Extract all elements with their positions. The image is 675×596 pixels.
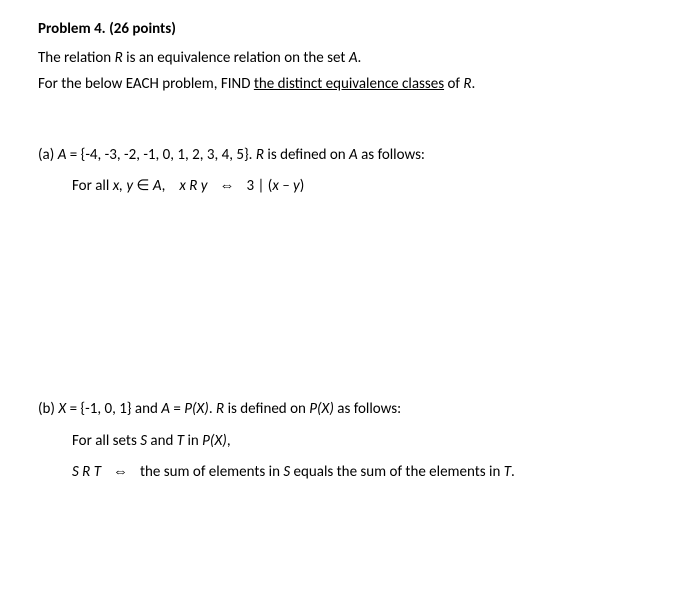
text: is defined on: [224, 400, 309, 418]
text: ,: [227, 432, 231, 450]
var-px: P(X): [184, 400, 209, 418]
relation: S R T: [72, 463, 101, 481]
text: is an equivalence relation on the set: [123, 49, 349, 67]
text: ,: [162, 177, 166, 195]
text: For the below EACH problem, FIND: [38, 75, 254, 93]
var-r: R: [216, 400, 224, 418]
element-of: ∈: [133, 177, 153, 195]
part-a-header: (a) A = {-4, -3, -2, -1, 0, 1, 2, 3, 4, …: [38, 144, 637, 167]
var-r: R: [115, 49, 123, 67]
underlined-text: the distinct equivalence classes: [254, 75, 444, 93]
label: (a): [38, 146, 58, 164]
intro-line-1: The relation R is an equivalence relatio…: [38, 47, 637, 70]
part-b-line3: S R T⇔the sum of elements in S equals th…: [38, 461, 637, 484]
text: and: [147, 432, 177, 450]
text: = {-4, -3, -2, -1, 0, 1, 2, 3, 4, 5}.: [66, 146, 255, 164]
text: .: [358, 49, 362, 67]
relation: x R y: [179, 177, 207, 195]
text: ): [300, 177, 305, 195]
var-px: P(X): [309, 400, 334, 418]
text: .: [209, 400, 216, 418]
text: = {-1, 0, 1} and: [66, 400, 161, 418]
text: .: [472, 75, 476, 93]
text: The relation: [38, 49, 115, 67]
text: For all: [72, 177, 113, 195]
part-a: (a) A = {-4, -3, -2, -1, 0, 1, 2, 3, 4, …: [38, 144, 637, 199]
var-a: A: [161, 400, 170, 418]
problem-title: Problem 4. (26 points): [38, 18, 637, 41]
text: of: [444, 75, 463, 93]
var-xy: x, y: [113, 177, 133, 195]
var-a: A: [153, 177, 162, 195]
text: .: [511, 463, 515, 481]
var-r: R: [463, 75, 471, 93]
part-b: (b) X = {-1, 0, 1} and A = P(X). R is de…: [38, 398, 637, 484]
text: For all sets: [72, 432, 140, 450]
iff-arrow: ⇔: [207, 175, 246, 198]
var-px: P(X): [202, 432, 227, 450]
var-r: R: [256, 146, 264, 164]
var-t: T: [504, 463, 511, 481]
text: 3 | (: [246, 177, 272, 195]
text: is defined on: [264, 146, 349, 164]
text: as follows:: [334, 400, 401, 418]
var-s: S: [140, 432, 147, 450]
text: the sum of elements in: [140, 463, 283, 481]
part-b-header: (b) X = {-1, 0, 1} and A = P(X). R is de…: [38, 398, 637, 421]
var-a: A: [349, 49, 358, 67]
iff-arrow: ⇔: [101, 461, 140, 484]
var-t: T: [177, 432, 184, 450]
part-a-rule: For all x, y ∈ A, x R y⇔3 | (x – y): [38, 175, 637, 198]
var-a: A: [349, 146, 358, 164]
label: (b): [38, 400, 58, 418]
text: as follows:: [358, 146, 425, 164]
text: equals the sum of the elements in: [290, 463, 504, 481]
problem-page: Problem 4. (26 points) The relation R is…: [0, 0, 675, 596]
intro-line-2: For the below EACH problem, FIND the dis…: [38, 73, 637, 96]
var-x: X: [58, 400, 66, 418]
part-b-line2: For all sets S and T in P(X),: [38, 430, 637, 453]
text: =: [170, 400, 184, 418]
text: in: [184, 432, 202, 450]
var-xy: x – y: [272, 177, 299, 195]
